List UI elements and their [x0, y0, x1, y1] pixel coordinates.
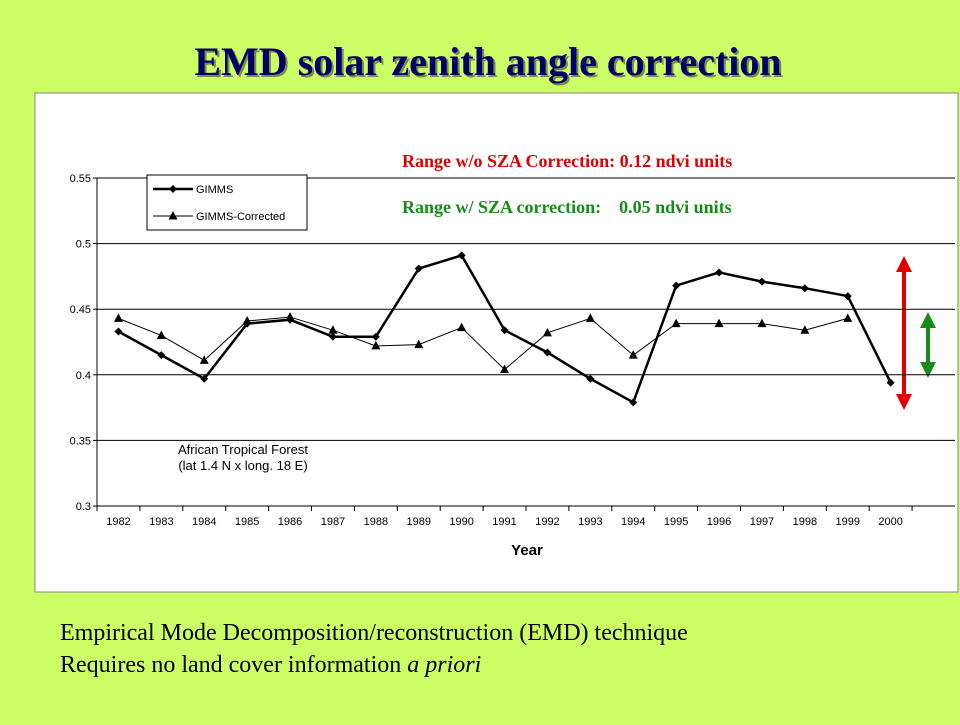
legend-label: GIMMS [196, 184, 233, 196]
y-tick-label: 0.5 [76, 239, 91, 251]
point-marker [542, 327, 552, 337]
annotation: Range w/ SZA correction: 0.05 ndvi units [402, 197, 732, 217]
x-tick-label: 1988 [364, 516, 388, 528]
chart-title: EMD solar zenith angle correction [194, 39, 781, 84]
legend: GIMMS GIMMS-Corrected [146, 174, 308, 231]
point-marker [113, 313, 123, 322]
point-marker [414, 339, 424, 349]
x-tick-label: 1997 [750, 516, 774, 528]
point-marker [715, 268, 724, 277]
point-marker [156, 330, 166, 339]
plot-note: African Tropical Forest [178, 442, 308, 457]
point-marker [757, 277, 766, 286]
x-tick-label: 1991 [492, 516, 516, 528]
point-marker [457, 322, 467, 332]
x-tick-label: 1990 [449, 516, 473, 528]
point-marker [886, 378, 895, 387]
x-tick-label: 1998 [793, 516, 817, 528]
point-marker [843, 292, 852, 301]
x-tick-label: 1983 [149, 516, 173, 528]
point-marker [672, 281, 681, 290]
legend-box [146, 174, 308, 231]
point-marker [168, 211, 178, 220]
x-tick-label: 1985 [235, 516, 259, 528]
green-arrow [920, 312, 936, 378]
x-tick-label: 1995 [664, 516, 688, 528]
point-marker [714, 318, 724, 328]
point-marker [157, 351, 166, 360]
x-tick-label: 2000 [878, 516, 902, 528]
series-line [118, 316, 848, 371]
x-tick-label: 1982 [106, 516, 130, 528]
point-marker [500, 326, 509, 335]
x-tick-label: 1986 [278, 516, 302, 528]
y-tick-label: 0.4 [76, 370, 91, 382]
legend-label: GIMMS-Corrected [196, 211, 285, 223]
y-tick-label: 0.3 [76, 501, 91, 513]
x-tick-label: 1992 [535, 516, 559, 528]
x-tick-label: 1994 [621, 516, 645, 528]
point-marker [328, 332, 337, 341]
annotation: Range w/o SZA Correction: 0.12 ndvi unit… [402, 151, 732, 171]
title-shadow: EMD solar zenith angle correction [196, 41, 783, 86]
point-marker [629, 398, 638, 407]
point-marker [169, 185, 177, 193]
point-marker [414, 264, 423, 273]
point-marker [843, 313, 853, 322]
y-tick-label: 0.35 [70, 435, 91, 447]
footer-text: Requires no land cover information [60, 652, 407, 678]
point-marker [585, 313, 595, 322]
x-tick-label: 1993 [578, 516, 602, 528]
point-marker [671, 318, 681, 328]
point-marker [285, 312, 295, 321]
y-tick-label: 0.55 [70, 173, 91, 185]
point-marker [114, 327, 123, 336]
point-marker [242, 316, 252, 325]
point-marker [757, 318, 767, 328]
point-marker [800, 284, 809, 293]
footer-emphasis: a priori [407, 652, 481, 678]
x-tick-label: 1999 [836, 516, 860, 528]
point-marker [328, 325, 338, 334]
point-marker [371, 332, 380, 341]
x-tick-label: 1984 [192, 516, 216, 528]
point-marker [371, 340, 381, 350]
red-arrow [896, 256, 912, 410]
point-marker [200, 374, 209, 383]
point-marker [628, 350, 638, 359]
y-tick-label: 0.45 [70, 304, 91, 316]
point-marker [586, 374, 595, 383]
x-tick-label: 1987 [321, 516, 345, 528]
point-marker [457, 251, 466, 260]
footer-line: Empirical Mode Decomposition/reconstruct… [60, 620, 688, 646]
x-axis-label: Year [511, 542, 543, 559]
point-marker [500, 364, 510, 374]
point-marker [199, 355, 209, 364]
plot-note: (lat 1.4 N x long. 18 E) [178, 458, 307, 473]
footer-line: Requires no land cover information a pri… [60, 652, 481, 678]
point-marker [543, 348, 552, 357]
x-tick-label: 1989 [407, 516, 431, 528]
x-tick-label: 1996 [707, 516, 731, 528]
point-marker [800, 325, 810, 334]
